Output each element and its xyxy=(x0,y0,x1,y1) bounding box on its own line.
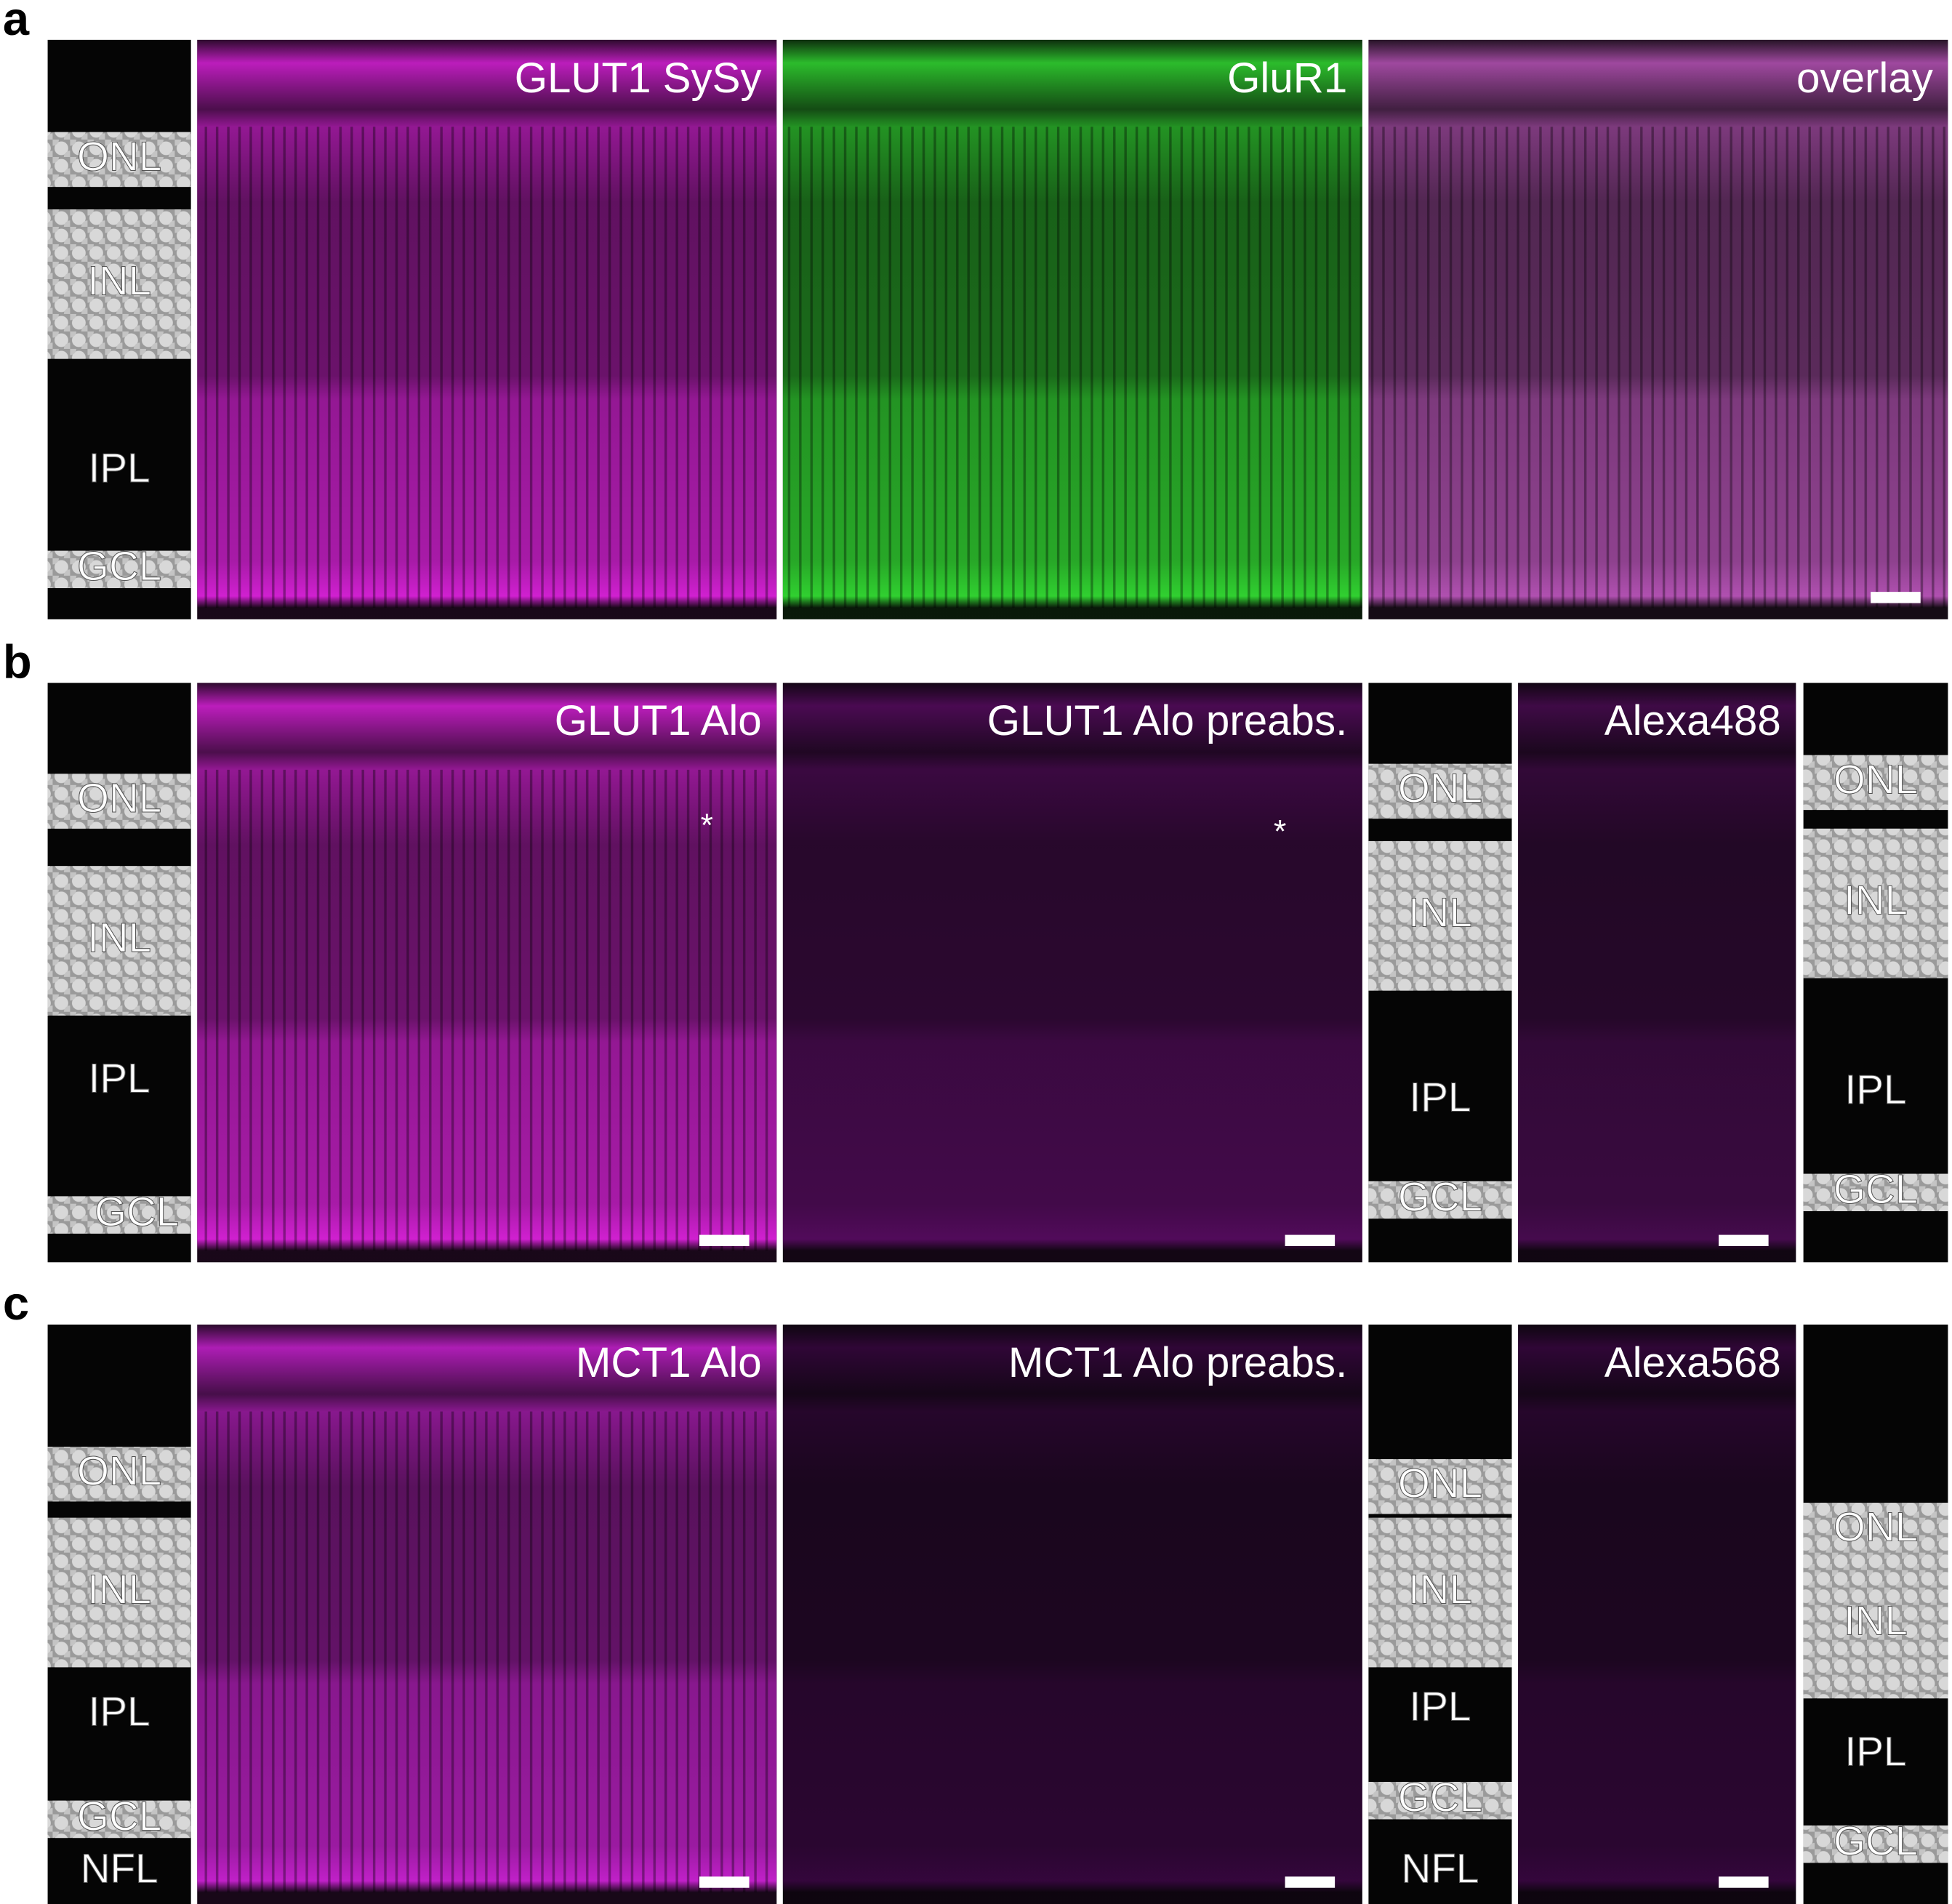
channel-title: Alexa488 xyxy=(1604,697,1781,744)
layer-label: ONL xyxy=(77,775,161,821)
nuclei-texture xyxy=(1803,1825,1948,1863)
layer-label: ONL xyxy=(1833,1504,1918,1550)
scale-bar xyxy=(1871,592,1921,603)
nuclei-texture xyxy=(47,209,191,359)
nuclei-texture xyxy=(1803,755,1948,811)
scale-bar xyxy=(699,1876,750,1888)
layer-label: INL xyxy=(1408,890,1472,936)
channel-title: GluR1 xyxy=(1227,55,1347,102)
panel-label: a xyxy=(3,0,30,45)
layer-label: GCL xyxy=(1398,1174,1482,1220)
fiber-texture xyxy=(782,126,1362,608)
channel-title: Alexa568 xyxy=(1604,1339,1781,1386)
layer-label: ONL xyxy=(77,133,161,179)
nuclei-texture xyxy=(47,132,191,188)
layer-label: IPL xyxy=(1845,1067,1907,1112)
nuclei-texture xyxy=(47,866,191,1016)
panel-label: c xyxy=(3,1277,29,1330)
layer-label: INL xyxy=(1844,877,1908,923)
nuclei-texture xyxy=(1368,763,1512,819)
stain xyxy=(782,683,1362,1263)
layer-label: IPL xyxy=(89,445,150,491)
channel-title: GLUT1 Alo xyxy=(555,697,762,744)
layer-label: ONL xyxy=(1398,765,1482,811)
asterisk: * xyxy=(701,808,713,843)
nuclei-texture xyxy=(1368,1782,1512,1820)
nuclei-texture xyxy=(47,1800,191,1839)
layer-label: INL xyxy=(87,1566,151,1612)
channel-title: GLUT1 Alo preabs. xyxy=(987,697,1348,744)
layer-label: ONL xyxy=(1398,1461,1482,1506)
channel-title: MCT1 Alo xyxy=(576,1339,762,1386)
channel-title: overlay xyxy=(1796,55,1934,102)
nuclei-texture xyxy=(47,550,191,589)
panel-label: b xyxy=(3,635,32,688)
nuclei-texture xyxy=(1803,1548,1948,1699)
fiber-texture xyxy=(1368,126,1948,608)
stain xyxy=(782,1324,1362,1904)
layer-label: GCL xyxy=(77,1793,161,1839)
fiber-texture xyxy=(197,1411,777,1893)
scale-bar xyxy=(699,1234,750,1247)
nuclei-texture xyxy=(47,1517,191,1668)
layer-label: IPL xyxy=(89,1056,150,1101)
scale-bar xyxy=(1719,1234,1769,1247)
nuclei-texture xyxy=(1368,1517,1512,1668)
layer-label: INL xyxy=(1408,1566,1472,1612)
layer-label: INL xyxy=(1844,1597,1908,1643)
asterisk: * xyxy=(1274,814,1286,849)
nuclei-texture xyxy=(47,774,191,829)
layer-label: NFL xyxy=(81,1845,158,1891)
nuclei-texture xyxy=(1803,828,1948,979)
layer-label: IPL xyxy=(1410,1684,1471,1730)
nuclei-texture xyxy=(1803,1173,1948,1212)
layer-label: NFL xyxy=(1402,1845,1479,1891)
layer-label: GCL xyxy=(1398,1775,1482,1820)
nuclei-texture xyxy=(1368,840,1512,991)
fiber-texture xyxy=(197,769,777,1251)
scale-bar xyxy=(1719,1876,1769,1888)
nuclei-texture xyxy=(1368,1459,1512,1514)
stain xyxy=(1518,683,1796,1263)
scale-bar xyxy=(1285,1876,1336,1888)
layer-label: ONL xyxy=(1833,756,1918,802)
layer-label: GCL xyxy=(1833,1166,1918,1212)
layer-label: GCL xyxy=(1833,1818,1918,1864)
layer-label: IPL xyxy=(89,1688,150,1734)
nuclei-texture xyxy=(47,1196,191,1234)
layer-label: IPL xyxy=(1845,1728,1907,1774)
channel-title: MCT1 Alo preabs. xyxy=(1008,1339,1347,1386)
layer-label: GCL xyxy=(77,543,161,589)
nuclei-texture xyxy=(47,1446,191,1502)
stain xyxy=(1518,1324,1796,1904)
fiber-texture xyxy=(197,126,777,608)
layer-label: INL xyxy=(87,915,151,960)
scale-bar xyxy=(1285,1234,1336,1247)
channel-title: GLUT1 SySy xyxy=(515,55,763,102)
nuclei-texture xyxy=(1368,1181,1512,1219)
layer-label: INL xyxy=(87,258,151,304)
layer-label: ONL xyxy=(77,1448,161,1494)
layer-label: IPL xyxy=(1410,1074,1471,1120)
layer-label: GCL xyxy=(95,1189,179,1234)
nuclei-texture xyxy=(1803,1503,1948,1558)
